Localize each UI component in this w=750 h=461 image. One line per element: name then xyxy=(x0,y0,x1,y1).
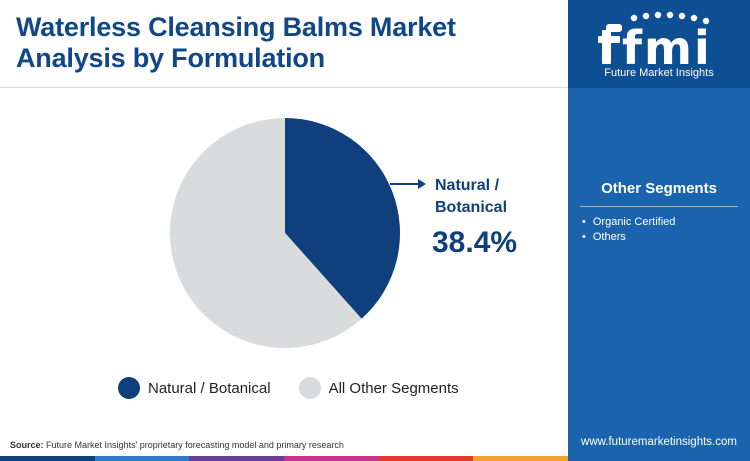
segment-label-others: Others xyxy=(592,231,626,243)
source-text: Future Market Insights' proprietary fore… xyxy=(46,440,344,450)
title-divider xyxy=(0,87,568,88)
side-panel: fmi Future Market Insights Other Segment… xyxy=(568,0,750,461)
bullet-icon: • xyxy=(582,216,586,228)
fmi-logo: fmi xyxy=(598,11,712,68)
legend-label-all-other-segments: All Other Segments xyxy=(328,379,459,397)
source-note: Source: Future Market Insights' propriet… xyxy=(10,440,344,450)
bottom-bar-segment xyxy=(284,456,379,461)
source-label: Source: xyxy=(10,440,44,450)
list-item: • Others xyxy=(582,230,675,245)
bottom-bar-segment xyxy=(189,456,285,461)
website-url[interactable]: www.futuremarketinsights.com xyxy=(581,436,737,448)
callout-label-line2: Botanical xyxy=(435,199,507,216)
bottom-bar-segment xyxy=(378,456,474,461)
callout-label-line1: Natural / xyxy=(435,177,500,194)
pie-slice-all-other-segments xyxy=(169,118,362,348)
chart-legend: Natural / Botanical All Other Segments xyxy=(118,377,459,399)
bottom-bar-segment xyxy=(0,456,95,461)
list-item: • Organic Certified xyxy=(582,215,675,230)
legend-swatch-natural-botanical xyxy=(118,377,140,399)
callout-value: 38.4% xyxy=(432,226,517,259)
logo-letters: fmi xyxy=(622,21,712,68)
legend-swatch-all-other-segments xyxy=(298,377,321,399)
legend-item-all-other-segments: All Other Segments xyxy=(298,377,459,399)
bottom-color-bar xyxy=(0,456,569,461)
pie-chart: Natural / Botanical 38.4% xyxy=(169,118,517,348)
pie-slice-natural-botanical xyxy=(285,118,400,319)
legend-item-natural-botanical: Natural / Botanical xyxy=(118,377,271,399)
bottom-bar-segment xyxy=(94,456,190,461)
bullet-icon: • xyxy=(582,231,586,243)
other-segments-divider xyxy=(580,206,738,207)
other-segments-list: • Organic Certified • Others xyxy=(582,215,675,245)
bottom-bar-segment xyxy=(473,456,569,461)
logo-caption: Future Market Insights xyxy=(604,67,714,79)
legend-label-natural-botanical: Natural / Botanical xyxy=(148,379,271,397)
callout-arrow-icon xyxy=(418,179,426,189)
segment-label-organic-certified: Organic Certified xyxy=(592,216,676,228)
chart-title: Waterless Cleansing Balms Market Analysi… xyxy=(16,12,456,73)
other-segments-title: Other Segments xyxy=(601,180,717,197)
